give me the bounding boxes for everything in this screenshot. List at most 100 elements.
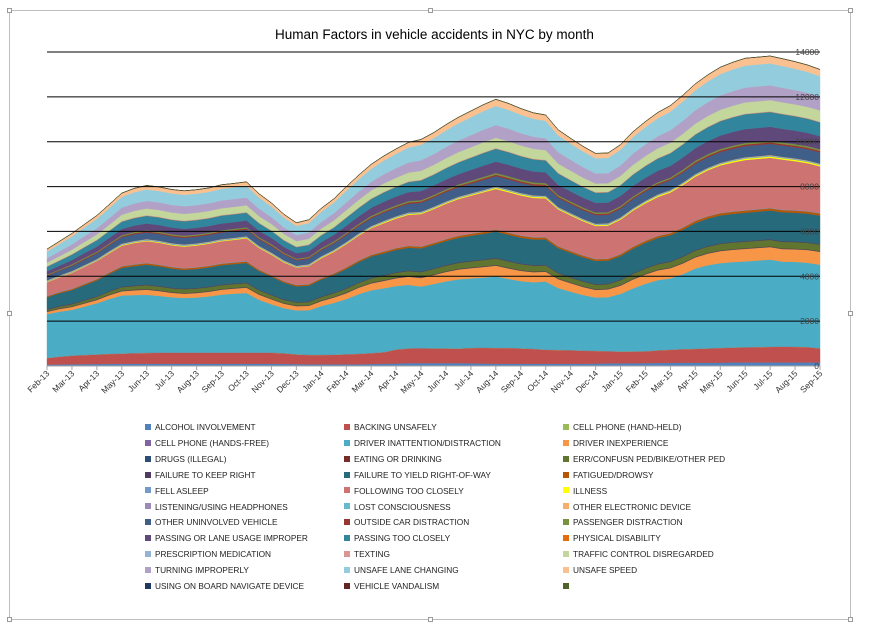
legend-swatch	[563, 455, 569, 462]
legend-item[interactable]: CELL PHONE (HAND-HELD)	[563, 421, 682, 433]
y-tick-label: 14000	[795, 47, 819, 57]
legend-item[interactable]: DRIVER INATTENTION/DISTRACTION	[344, 437, 501, 449]
x-tick-label: May-13	[99, 368, 126, 395]
y-tick-label: 8000	[800, 182, 819, 192]
resize-handle-bottom-left[interactable]	[7, 617, 12, 622]
legend-item[interactable]: LOST CONSCIOUSNESS	[344, 501, 451, 513]
x-tick-label: Nov-14	[549, 368, 576, 395]
x-tick-label: Aug-15	[773, 368, 800, 395]
legend-item[interactable]: DRUGS (ILLEGAL)	[145, 453, 226, 465]
x-tick-label: Jul-14	[452, 368, 476, 392]
resize-handle-bottom[interactable]	[428, 617, 433, 622]
legend-label: DRUGS (ILLEGAL)	[155, 453, 227, 464]
legend-item[interactable]: ALCOHOL INVOLVEMENT	[145, 421, 256, 433]
legend-item[interactable]: EATING OR DRINKING	[344, 453, 442, 465]
legend-swatch	[344, 455, 350, 462]
legend-swatch	[344, 582, 350, 589]
legend-item[interactable]: USING ON BOARD NAVIGATE DEVICE	[145, 580, 304, 592]
legend-item[interactable]: TRAFFIC CONTROL DISREGARDED	[563, 548, 714, 560]
legend-item[interactable]: DRIVER INEXPERIENCE	[563, 437, 668, 449]
legend-swatch	[563, 503, 569, 510]
x-tick-label: Jun-13	[126, 368, 152, 394]
x-tick-label: Nov-13	[249, 368, 276, 395]
legend-item[interactable]: OUTSIDE CAR DISTRACTION	[344, 516, 469, 528]
x-tick-label: Mar-14	[349, 368, 375, 394]
gridlines	[47, 51, 820, 367]
legend-item[interactable]: OTHER ELECTRONIC DEVICE	[563, 501, 691, 513]
legend-item[interactable]: BACKING UNSAFELY	[344, 421, 437, 433]
legend-label: PASSING OR LANE USAGE IMPROPER	[155, 533, 308, 544]
legend-item[interactable]: FOLLOWING TOO CLOSELY	[344, 485, 464, 497]
legend-label: TURNING IMPROPERLY	[155, 565, 249, 576]
legend-item[interactable]: FAILURE TO KEEP RIGHT	[145, 469, 256, 481]
legend-item[interactable]: LISTENING/USING HEADPHONES	[145, 501, 288, 513]
legend-label: FELL ASLEEP	[155, 485, 209, 496]
x-tick-label: Oct-13	[226, 368, 251, 393]
legend-label: FOLLOWING TOO CLOSELY	[354, 485, 464, 496]
x-tick-label: Feb-15	[624, 368, 650, 394]
x-tick-label: Oct-14	[525, 368, 550, 393]
resize-handle-top[interactable]	[428, 8, 433, 13]
legend-label: EATING OR DRINKING	[354, 453, 442, 464]
legend-label: VEHICLE VANDALISM	[354, 581, 440, 591]
resize-handle-bottom-right[interactable]	[848, 617, 853, 622]
x-tick-label: May-15	[698, 368, 725, 395]
legend-item[interactable]: PASSENGER DISTRACTION	[563, 516, 683, 528]
legend-label: PRESCRIPTION MEDICATION	[155, 549, 272, 560]
x-tick-label: Dec-14	[574, 368, 601, 395]
legend-swatch	[344, 471, 350, 478]
legend-item[interactable]: CELL PHONE (HANDS-FREE)	[145, 437, 269, 449]
x-tick-label: Jan-14	[300, 368, 326, 394]
x-tick-label: Jun-14	[425, 368, 451, 394]
legend-item[interactable]	[563, 580, 573, 592]
legend-item[interactable]: TEXTING	[344, 548, 390, 560]
legend-item[interactable]: FAILURE TO YIELD RIGHT-OF-WAY	[344, 469, 491, 481]
legend-item[interactable]: FATIGUED/DROWSY	[563, 469, 654, 481]
legend-swatch	[145, 535, 151, 542]
x-tick-label: Jan-15	[599, 368, 625, 394]
legend-item[interactable]: UNSAFE LANE CHANGING	[344, 564, 459, 576]
legend-swatch	[344, 439, 350, 446]
legend-swatch	[563, 551, 569, 557]
x-tick-label: Jul-13	[153, 368, 177, 392]
x-tick-label: Aug-14	[474, 368, 501, 395]
legend-item[interactable]: PASSING OR LANE USAGE IMPROPER	[145, 532, 308, 544]
x-tick-label: Mar-13	[50, 368, 76, 394]
legend-item[interactable]: TURNING IMPROPERLY	[145, 564, 249, 576]
area-series-33[interactable]	[46, 55, 821, 250]
legend-item[interactable]: ILLNESS	[563, 485, 607, 497]
legend-label: FATIGUED/DROWSY	[573, 469, 654, 480]
resize-handle-right[interactable]	[848, 311, 853, 316]
legend-item[interactable]: PASSING TOO CLOSELY	[344, 532, 450, 544]
legend-swatch	[344, 551, 350, 557]
x-tick-label: Feb-14	[325, 368, 351, 394]
legend-item[interactable]: VEHICLE VANDALISM	[344, 580, 439, 592]
legend-item[interactable]: FELL ASLEEP	[145, 485, 209, 497]
x-tick-label: Feb-13	[25, 368, 51, 394]
legend-swatch	[145, 471, 151, 478]
resize-handle-top-right[interactable]	[848, 8, 853, 13]
legend-item[interactable]: OTHER UNINVOLVED VEHICLE	[145, 516, 277, 528]
legend-item[interactable]: UNSAFE SPEED	[563, 564, 637, 576]
x-tick-label: Sep-14	[499, 368, 526, 395]
legend-label: PHYSICAL DISABILITY	[573, 533, 661, 544]
legend-item[interactable]: PRESCRIPTION MEDICATION	[145, 548, 271, 560]
chart-frame[interactable]	[7, 8, 853, 622]
resize-handle-top-left[interactable]	[7, 8, 12, 13]
legend-label: USING ON BOARD NAVIGATE DEVICE	[155, 581, 305, 591]
legend-swatch	[145, 439, 151, 446]
x-tick-label: May-14	[398, 368, 425, 395]
resize-handle-left[interactable]	[7, 311, 12, 316]
x-tick-label: Mar-15	[649, 368, 675, 394]
legend-item[interactable]: ERR/CONFUSN PED/BIKE/OTHER PED	[563, 453, 725, 465]
y-axis-ticks: 0 2000 4000 6000 8000 10000 12000 14000	[795, 47, 819, 371]
legend-swatch	[344, 503, 350, 510]
legend-swatch	[344, 535, 350, 542]
legend-swatch	[344, 487, 350, 494]
legend-item[interactable]: PHYSICAL DISABILITY	[563, 532, 661, 544]
legend-swatch	[563, 423, 569, 430]
legend-label: ERR/CONFUSN PED/BIKE/OTHER PED	[573, 453, 726, 464]
x-tick-label: Aug-13	[175, 368, 202, 395]
legend-swatch	[145, 455, 151, 462]
